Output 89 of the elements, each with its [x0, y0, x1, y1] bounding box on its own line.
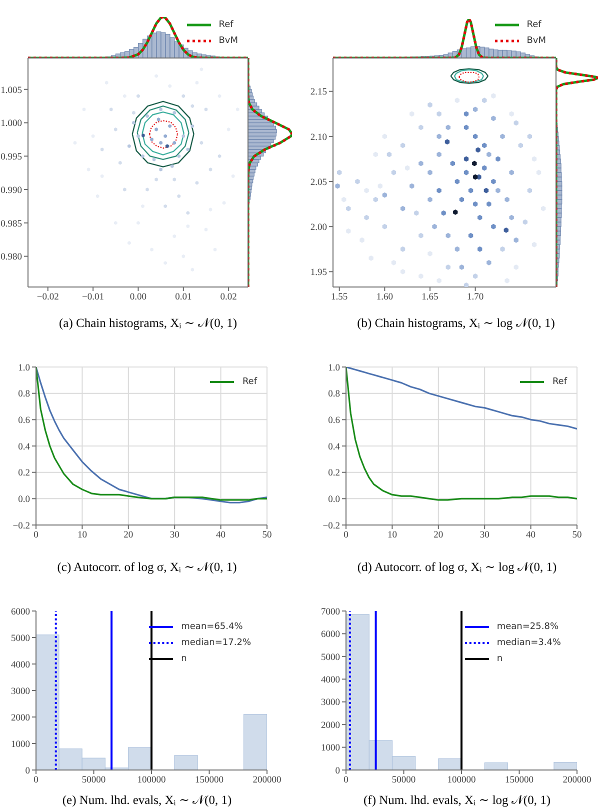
- x-tick-label: 100000: [447, 776, 476, 786]
- x-tick-label: 200000: [562, 776, 592, 786]
- x-tick-label: 40: [216, 530, 226, 541]
- legend-label: mean=65.4%: [181, 621, 243, 634]
- x-tick-label: 30: [170, 530, 180, 541]
- x-tick-label: 200000: [252, 776, 282, 786]
- text: (a) Chain histograms, Xᵢ ∼ 𝒩(0, 1): [58, 315, 238, 331]
- ref-line-label: n: [181, 653, 187, 666]
- x-tick-label: 0: [34, 776, 39, 786]
- y-tick-label: 2.10: [310, 132, 328, 143]
- x-tick-label: 30: [480, 530, 490, 541]
- y-tick-label: 5000: [11, 634, 30, 644]
- legend-label: Ref: [242, 376, 257, 389]
- y-tick-label: 0.8: [328, 390, 340, 400]
- y-tick-label: 0.4: [18, 442, 30, 452]
- x-tick-label: 50: [262, 530, 272, 541]
- text: (c) Autocorr. of log σ, Xᵢ ∼ 𝒩(0, 1): [56, 559, 238, 575]
- text: (d) Autocorr. of log σ, Xᵢ ∼ log 𝒩(0, 1): [356, 559, 558, 575]
- y-tick-label: −0.2: [12, 521, 30, 532]
- y-tick-label: 0.0: [18, 495, 30, 506]
- legend-label: BvM: [526, 35, 546, 48]
- y-tick-label: 2.05: [310, 178, 328, 188]
- y-tick-label: 0.2: [18, 468, 30, 479]
- legend-label: Ref: [218, 19, 234, 32]
- legend-label: median=3.4%: [496, 637, 561, 650]
- y-tick-label: 2000: [321, 720, 340, 731]
- y-tick-label: 0.995: [0, 152, 22, 163]
- y-tick-label: 6000: [11, 607, 30, 618]
- y-tick-label: 0.6: [328, 416, 340, 426]
- ref-line-label: n: [496, 653, 503, 666]
- x-tick-label: −0.01: [82, 292, 104, 303]
- y-tick-label: 0.2: [328, 468, 340, 479]
- x-tick-label: 1.60: [376, 292, 394, 303]
- x-tick-label: 150000: [195, 776, 224, 786]
- legend-label: Ref: [552, 376, 567, 389]
- y-tick-label: 0: [335, 766, 340, 776]
- legend-label: mean=25.8%: [496, 621, 558, 634]
- y-tick-label: 1000: [11, 740, 30, 750]
- y-tick-label: 0.6: [18, 416, 30, 426]
- x-tick-label: 0.01: [175, 292, 192, 303]
- legend-label: Ref: [526, 19, 542, 32]
- y-tick-label: 2.00: [310, 222, 328, 233]
- x-tick-label: 150000: [505, 776, 534, 786]
- y-tick-label: 7000: [321, 607, 340, 618]
- legend-label: median=17.2%: [181, 637, 251, 650]
- y-tick-label: 0.985: [0, 219, 22, 230]
- y-tick-label: 0.4: [328, 442, 340, 452]
- text: (f) Num. lhd. evals, Xᵢ ∼ log 𝒩(0, 1): [362, 792, 552, 808]
- y-tick-label: 0.980: [0, 252, 22, 263]
- x-tick-label: −0.02: [36, 292, 60, 303]
- y-tick-label: 2.15: [310, 88, 328, 98]
- x-tick-label: 0.00: [130, 292, 147, 303]
- x-tick-label: 50: [572, 530, 582, 541]
- y-tick-label: 4000: [11, 660, 30, 670]
- y-tick-label: 1.005: [0, 86, 22, 96]
- y-tick-label: 6000: [321, 630, 340, 640]
- y-tick-label: 3000: [11, 686, 30, 697]
- x-tick-label: 10: [387, 530, 398, 541]
- text: (e) Num. lhd. evals, Xᵢ ∼ 𝒩(0, 1): [61, 792, 233, 808]
- y-tick-label: 1.95: [310, 268, 328, 278]
- x-tick-label: 100000: [137, 776, 166, 786]
- x-tick-label: 50000: [392, 776, 416, 786]
- y-tick-label: 0: [25, 766, 30, 776]
- x-tick-label: 1.55: [331, 292, 348, 303]
- y-tick-label: 5000: [321, 652, 340, 663]
- x-tick-label: 1.65: [422, 292, 439, 303]
- x-tick-label: 0.02: [220, 292, 238, 303]
- x-tick-label: 40: [526, 530, 536, 541]
- x-tick-label: 20: [124, 530, 134, 541]
- y-tick-label: 1.000: [0, 119, 22, 130]
- y-tick-label: −0.2: [322, 521, 340, 532]
- y-tick-label: 1000: [321, 744, 340, 754]
- y-tick-label: 1.0: [328, 363, 340, 374]
- x-tick-label: 50000: [82, 776, 106, 786]
- y-tick-label: 0.8: [18, 390, 30, 400]
- legend-label: BvM: [218, 35, 238, 48]
- x-tick-label: 1.70: [467, 292, 484, 303]
- y-tick-label: 1.0: [18, 363, 30, 374]
- x-tick-label: 10: [77, 530, 88, 541]
- y-tick-label: 3000: [321, 698, 340, 708]
- y-tick-label: 4000: [321, 676, 340, 686]
- y-tick-label: 0.0: [328, 495, 340, 506]
- x-tick-label: 0: [344, 530, 349, 541]
- text: (b) Chain histograms, Xᵢ ∼ log 𝒩(0, 1): [356, 315, 556, 331]
- y-tick-label: 0.990: [0, 186, 22, 196]
- y-tick-label: 2000: [11, 713, 30, 724]
- x-tick-label: 0: [344, 776, 349, 786]
- x-tick-label: 0: [34, 530, 39, 541]
- x-tick-label: 20: [434, 530, 444, 541]
